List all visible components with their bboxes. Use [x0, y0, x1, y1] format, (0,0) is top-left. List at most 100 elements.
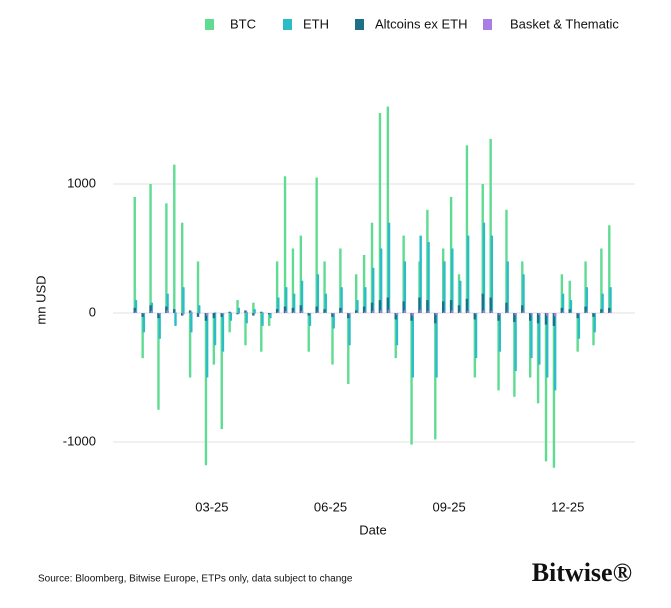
bar	[608, 225, 611, 313]
bar	[521, 305, 524, 313]
source-note: Source: Bloomberg, Bitwise Europe, ETPs …	[38, 574, 353, 585]
bar	[142, 313, 146, 314]
bar	[530, 313, 533, 315]
bar	[370, 222, 374, 313]
bar	[569, 300, 573, 313]
bar	[316, 274, 320, 313]
bar	[190, 311, 193, 313]
bar	[378, 300, 382, 313]
bar	[213, 312, 217, 313]
legend-label: Basket & Thematic	[510, 16, 619, 31]
bar	[348, 313, 351, 315]
bar	[544, 313, 548, 325]
bar	[205, 313, 209, 316]
bar	[324, 293, 327, 313]
bar	[245, 311, 248, 313]
bar	[356, 312, 359, 313]
bar	[410, 313, 413, 321]
bar	[576, 313, 579, 319]
bar	[212, 313, 216, 319]
bar	[340, 311, 343, 313]
bar	[364, 287, 367, 313]
bar	[134, 311, 138, 313]
bar	[553, 313, 557, 391]
bar	[601, 312, 604, 313]
bar	[585, 287, 588, 313]
bar	[220, 313, 223, 430]
bar	[339, 248, 342, 313]
bar	[133, 196, 136, 313]
bar	[299, 235, 303, 313]
bar	[173, 309, 176, 313]
bar	[427, 311, 430, 313]
bar	[198, 305, 201, 313]
bar	[561, 293, 565, 313]
bar	[489, 138, 492, 313]
bar	[291, 248, 295, 313]
bar	[592, 313, 595, 317]
bar	[236, 313, 239, 315]
bar	[300, 311, 304, 313]
bar	[451, 248, 454, 313]
bar	[443, 261, 446, 313]
bar	[268, 313, 271, 326]
bar	[332, 313, 335, 329]
bar	[283, 306, 287, 313]
bar	[513, 313, 516, 323]
bar	[522, 311, 525, 313]
bar	[474, 313, 478, 315]
bar	[536, 313, 540, 324]
bar	[457, 305, 461, 313]
bar	[546, 313, 549, 378]
bar	[553, 313, 557, 317]
bar	[323, 261, 326, 313]
x-tick-label: 09-25	[433, 499, 466, 514]
bar	[315, 306, 318, 313]
bar	[466, 311, 470, 313]
bar	[538, 313, 541, 365]
bar	[213, 313, 217, 346]
bar	[229, 312, 233, 313]
bar	[411, 313, 414, 316]
bar	[198, 313, 201, 314]
bar	[593, 313, 596, 333]
bar	[514, 313, 517, 315]
bar	[387, 309, 391, 313]
bar	[418, 297, 421, 313]
bar	[362, 306, 366, 313]
bar	[340, 287, 343, 313]
bar	[204, 313, 208, 466]
bar	[609, 287, 612, 313]
legend-label: ETH	[303, 16, 329, 31]
bar	[260, 313, 263, 352]
bar	[426, 300, 429, 313]
bar	[285, 311, 288, 313]
bar	[174, 312, 177, 313]
bar	[568, 280, 571, 313]
bar	[181, 222, 184, 313]
bar	[149, 184, 152, 313]
bar	[308, 313, 312, 326]
bar	[473, 313, 477, 320]
bar	[221, 313, 225, 352]
bar	[568, 309, 571, 313]
bar	[252, 302, 255, 313]
legend-label: Altcoins ex ETH	[375, 16, 467, 31]
bar	[386, 297, 390, 313]
bar	[379, 248, 383, 313]
x-axis-label: Date	[359, 522, 386, 537]
bar	[323, 309, 326, 313]
bar	[134, 300, 138, 313]
bar	[339, 307, 342, 313]
y-tick-label: 0	[89, 304, 96, 319]
bar	[490, 311, 494, 313]
bar	[237, 307, 240, 313]
bar	[546, 313, 549, 316]
bar	[378, 113, 382, 313]
bar	[157, 313, 160, 410]
bar	[291, 307, 295, 313]
bar	[244, 310, 247, 313]
bar	[221, 313, 225, 315]
bar	[560, 307, 564, 313]
